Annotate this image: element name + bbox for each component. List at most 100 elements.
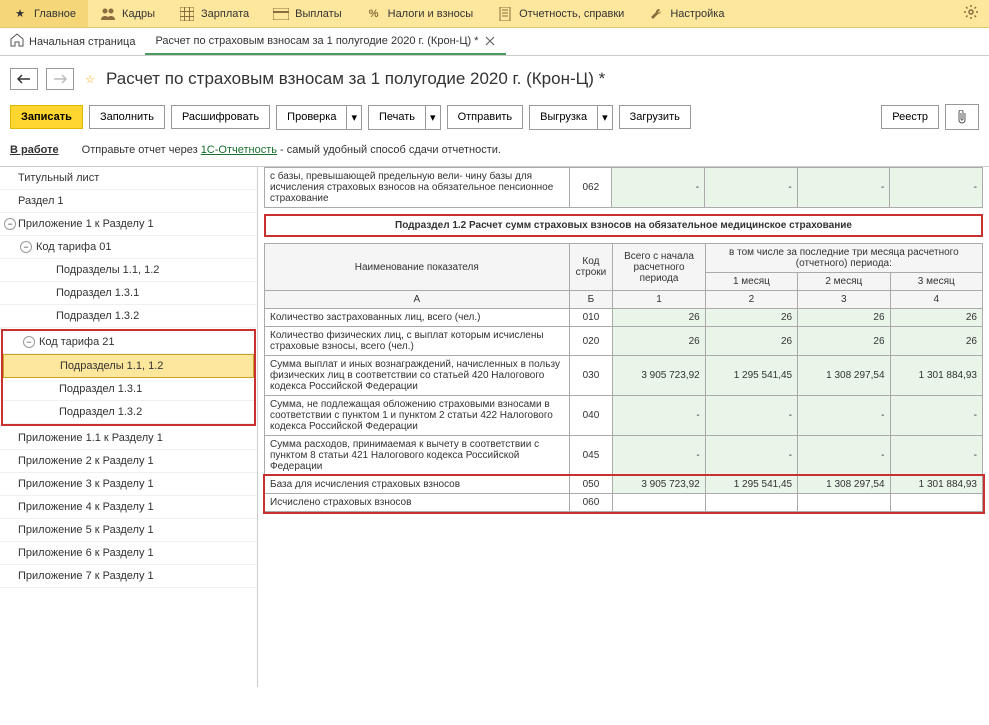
tree-app5[interactable]: Приложение 5 к Разделу 1: [0, 519, 257, 542]
row-val[interactable]: 26: [890, 327, 982, 356]
row-val[interactable]: -: [797, 168, 890, 208]
nav-label: Зарплата: [201, 8, 249, 20]
tree-sub11-12b[interactable]: Подразделы 1.1, 1.2: [3, 354, 254, 378]
row-val[interactable]: -: [705, 396, 797, 436]
registry-button[interactable]: Реестр: [881, 105, 939, 129]
tree-section1[interactable]: Раздел 1: [0, 190, 257, 213]
col-2: 2: [705, 291, 797, 309]
col-total: Всего с начала расчетного периода: [613, 244, 705, 291]
tab-close[interactable]: [484, 35, 496, 47]
tree-app4[interactable]: Приложение 4 к Разделу 1: [0, 496, 257, 519]
tree-sub131a[interactable]: Подраздел 1.3.1: [0, 282, 257, 305]
nav-zarplata[interactable]: Зарплата: [167, 0, 261, 27]
row-val[interactable]: -: [798, 436, 890, 476]
check-button[interactable]: Проверка: [276, 105, 347, 130]
row-val[interactable]: -: [705, 168, 798, 208]
table-row: Количество физических лиц, с выплат кото…: [265, 327, 983, 356]
export-button[interactable]: Выгрузка: [529, 105, 598, 130]
tree-tariff01[interactable]: − Код тарифа 01: [0, 236, 257, 259]
row-val[interactable]: -: [705, 436, 797, 476]
table-row: Сумма расходов, принимаемая к вычету в с…: [265, 436, 983, 476]
row-val[interactable]: 1 308 297,54: [798, 356, 890, 396]
tree-title-page[interactable]: Титульный лист: [0, 167, 257, 190]
nav-label: Налоги и взносы: [388, 8, 474, 20]
attach-button[interactable]: [945, 104, 979, 130]
col-m1: 1 месяц: [705, 273, 797, 291]
nav-nastroika[interactable]: Настройка: [636, 0, 736, 27]
row-val[interactable]: -: [612, 168, 705, 208]
nav-forward-button[interactable]: [46, 68, 74, 90]
export-dropdown[interactable]: ▾: [598, 105, 613, 130]
row-val[interactable]: [705, 494, 797, 512]
fill-button[interactable]: Заполнить: [89, 105, 165, 129]
tree-sub132b[interactable]: Подраздел 1.3.2: [3, 401, 254, 424]
row-val[interactable]: [613, 494, 705, 512]
info-text: Отправьте отчет через: [82, 144, 201, 156]
nav-nalogi[interactable]: % Налоги и взносы: [354, 0, 486, 27]
row-val[interactable]: [890, 494, 982, 512]
row-val[interactable]: 3 905 723,92: [613, 476, 705, 494]
nav-main[interactable]: ★ Главное: [0, 0, 88, 27]
row-val[interactable]: 3 905 723,92: [613, 356, 705, 396]
tab-home[interactable]: Начальная страница: [0, 33, 145, 50]
tree-app11[interactable]: Приложение 1.1 к Разделу 1: [0, 427, 257, 450]
tree-sub11-12a[interactable]: Подразделы 1.1, 1.2: [0, 259, 257, 282]
row-val[interactable]: -: [890, 168, 983, 208]
row-val[interactable]: 26: [613, 309, 705, 327]
row-val[interactable]: 1 308 297,54: [798, 476, 890, 494]
check-dropdown[interactable]: ▾: [347, 105, 362, 130]
row-val[interactable]: [798, 494, 890, 512]
status-link[interactable]: В работе: [10, 144, 59, 156]
tree-app1[interactable]: − Приложение 1 к Разделу 1: [0, 213, 257, 236]
table-row: с базы, превышающей предельную вели- чин…: [265, 168, 983, 208]
nav-vyplaty[interactable]: Выплаты: [261, 0, 353, 27]
row-val[interactable]: -: [613, 436, 705, 476]
decode-button[interactable]: Расшифровать: [171, 105, 270, 129]
tree-sub132a[interactable]: Подраздел 1.3.2: [0, 305, 257, 328]
tree-app7[interactable]: Приложение 7 к Разделу 1: [0, 565, 257, 588]
nav-label: Выплаты: [295, 8, 341, 20]
row-val[interactable]: 26: [705, 309, 797, 327]
row-val[interactable]: 1 301 884,93: [890, 356, 982, 396]
info-link[interactable]: 1С-Отчетность: [201, 144, 277, 156]
row-val[interactable]: -: [890, 396, 982, 436]
tree-app3[interactable]: Приложение 3 к Разделу 1: [0, 473, 257, 496]
favorite-icon[interactable]: ☆: [82, 71, 98, 87]
nav-otchetnost[interactable]: Отчетность, справки: [485, 0, 636, 27]
tree-app2[interactable]: Приложение 2 к Разделу 1: [0, 450, 257, 473]
row-val[interactable]: -: [798, 396, 890, 436]
print-button[interactable]: Печать: [368, 105, 426, 130]
row-val[interactable]: -: [890, 436, 982, 476]
expand-icon[interactable]: −: [4, 218, 16, 230]
nav-back-button[interactable]: [10, 68, 38, 90]
write-button[interactable]: Записать: [10, 105, 83, 129]
row-val[interactable]: 1 301 884,93: [890, 476, 982, 494]
row-val[interactable]: 26: [890, 309, 982, 327]
sidebar-tree: Титульный лист Раздел 1 − Приложение 1 к…: [0, 167, 258, 687]
row-val[interactable]: 26: [705, 327, 797, 356]
print-dropdown[interactable]: ▾: [426, 105, 441, 130]
row-val[interactable]: 1 295 541,45: [705, 476, 797, 494]
row-val[interactable]: 26: [613, 327, 705, 356]
expand-icon[interactable]: −: [20, 241, 32, 253]
tree-app6[interactable]: Приложение 6 к Разделу 1: [0, 542, 257, 565]
col-last3: в том числе за последние три месяца расч…: [705, 244, 982, 273]
doc-icon: [497, 6, 513, 22]
percent-icon: %: [366, 6, 382, 22]
tree-sub131b[interactable]: Подраздел 1.3.1: [3, 378, 254, 401]
tree-label: Код тарифа 21: [39, 336, 115, 348]
load-button[interactable]: Загрузить: [619, 105, 691, 129]
tree-tariff21[interactable]: − Код тарифа 21: [3, 331, 254, 354]
send-button[interactable]: Отправить: [447, 105, 524, 129]
row-val[interactable]: 26: [798, 309, 890, 327]
row-val[interactable]: -: [613, 396, 705, 436]
expand-icon[interactable]: −: [23, 336, 35, 348]
col-code: Код строки: [569, 244, 613, 291]
nav-settings-gear[interactable]: [953, 4, 989, 23]
title-bar: ☆ Расчет по страховым взносам за 1 полуг…: [0, 56, 989, 100]
nav-kadry[interactable]: Кадры: [88, 0, 167, 27]
row-val[interactable]: 26: [798, 327, 890, 356]
col-m2: 2 месяц: [798, 273, 890, 291]
tab-active[interactable]: Расчет по страховым взносам за 1 полугод…: [145, 28, 506, 55]
row-val[interactable]: 1 295 541,45: [705, 356, 797, 396]
